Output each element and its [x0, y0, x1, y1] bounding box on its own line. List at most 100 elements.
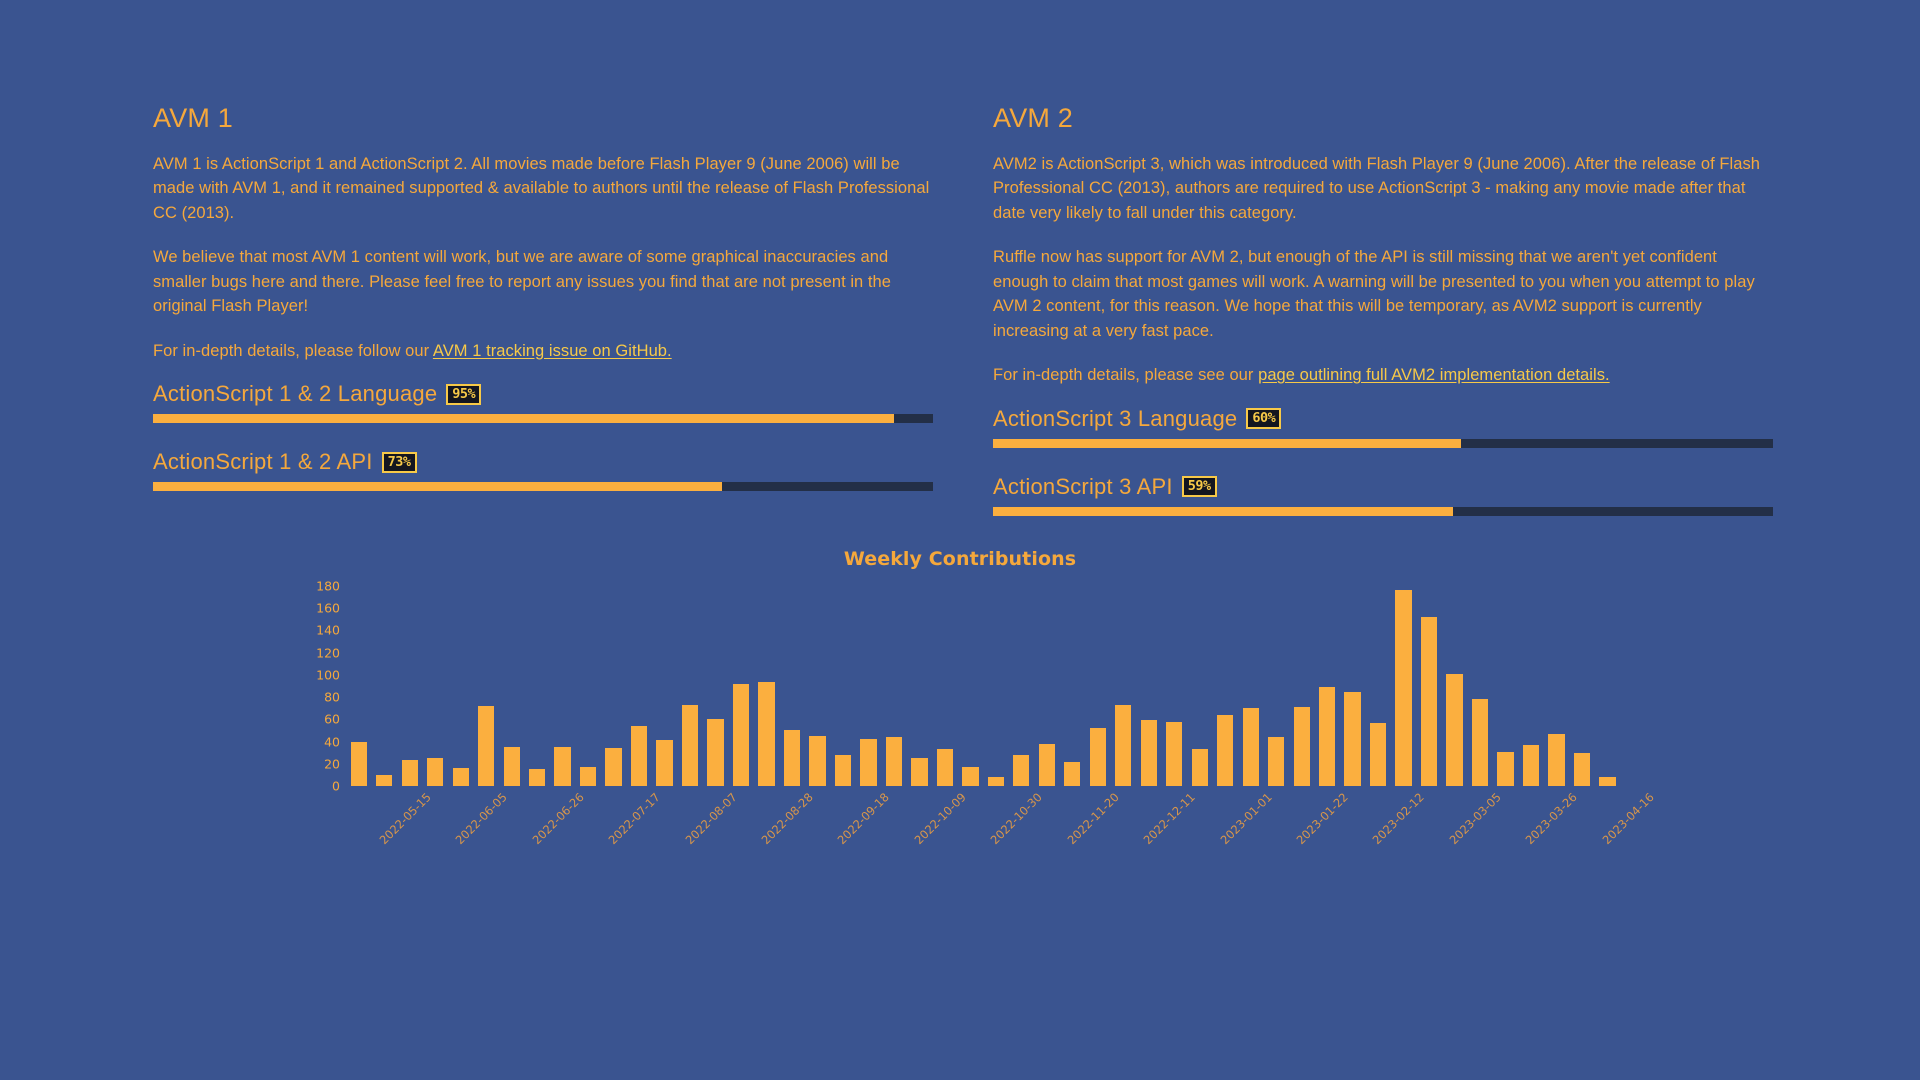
chart-bar[interactable] — [1293, 707, 1310, 786]
chart-bar-cell[interactable] — [1009, 586, 1034, 786]
avm1-tracking-issue-link[interactable]: AVM 1 tracking issue on GitHub. — [432, 341, 672, 360]
chart-bar[interactable] — [1369, 722, 1387, 786]
chart-bar-cell[interactable] — [397, 586, 422, 786]
chart-bar[interactable] — [1115, 704, 1132, 786]
chart-bar[interactable] — [350, 741, 367, 786]
chart-bar[interactable] — [376, 774, 393, 786]
chart-bar-cell[interactable] — [448, 586, 473, 786]
chart-bar[interactable] — [554, 747, 571, 786]
chart-bar[interactable] — [732, 683, 750, 786]
chart-bar-cell[interactable] — [754, 586, 779, 786]
chart-bar[interactable] — [1573, 752, 1591, 786]
chart-bar-cell[interactable] — [1162, 586, 1187, 786]
chart-bar-cell[interactable] — [1544, 586, 1569, 786]
chart-bar-cell[interactable] — [1314, 586, 1339, 786]
chart-bar[interactable] — [1217, 714, 1234, 786]
chart-bar-cell[interactable] — [1212, 586, 1237, 786]
chart-bar-cell[interactable] — [524, 586, 549, 786]
chart-bar[interactable] — [1064, 761, 1081, 786]
chart-bar[interactable] — [1242, 708, 1259, 786]
chart-bar-cell[interactable] — [1238, 586, 1263, 786]
chart-bar[interactable] — [478, 706, 495, 786]
chart-bar[interactable] — [1548, 733, 1565, 786]
chart-bar[interactable] — [605, 748, 622, 786]
chart-bar[interactable] — [1420, 617, 1438, 786]
chart-bar[interactable] — [1446, 673, 1463, 786]
chart-bar[interactable] — [809, 736, 826, 786]
chart-bar[interactable] — [936, 749, 954, 786]
chart-bar[interactable] — [987, 777, 1004, 786]
chart-bar[interactable] — [1089, 728, 1106, 786]
chart-bar-cell[interactable] — [907, 586, 932, 786]
avm2-implementation-details-link[interactable]: page outlining full AVM2 implementation … — [1258, 366, 1610, 385]
chart-bar-cell[interactable] — [1263, 586, 1288, 786]
chart-bar-cell[interactable] — [983, 586, 1008, 786]
chart-bar-cell[interactable] — [575, 586, 600, 786]
chart-bar-cell[interactable] — [1595, 586, 1620, 786]
chart-bar[interactable] — [834, 754, 852, 786]
chart-bar[interactable] — [911, 758, 928, 786]
chart-bar-cell[interactable] — [1340, 586, 1365, 786]
chart-bar-cell[interactable] — [1569, 586, 1594, 786]
chart-bar-cell[interactable] — [652, 586, 677, 786]
chart-bar-cell[interactable] — [346, 586, 371, 786]
chart-bar-cell[interactable] — [626, 586, 651, 786]
chart-bar[interactable] — [528, 769, 546, 786]
chart-bar[interactable] — [656, 740, 673, 786]
chart-bar-cell[interactable] — [958, 586, 983, 786]
chart-bar[interactable] — [1395, 590, 1412, 786]
chart-bar[interactable] — [1522, 744, 1540, 786]
chart-bar[interactable] — [962, 767, 979, 786]
chart-bar-cell[interactable] — [1467, 586, 1492, 786]
chart-bar[interactable] — [1344, 691, 1361, 786]
chart-bar-cell[interactable] — [371, 586, 396, 786]
chart-bar-cell[interactable] — [601, 586, 626, 786]
chart-bar-cell[interactable] — [550, 586, 575, 786]
chart-bar-cell[interactable] — [932, 586, 957, 786]
chart-bar[interactable] — [452, 768, 469, 786]
chart-bar-cell[interactable] — [728, 586, 753, 786]
chart-bar[interactable] — [860, 739, 877, 786]
chart-bar-cell[interactable] — [856, 586, 881, 786]
chart-bar[interactable] — [503, 747, 520, 786]
chart-bar-cell[interactable] — [1111, 586, 1136, 786]
chart-bar-cell[interactable] — [1442, 586, 1467, 786]
chart-bar[interactable] — [1013, 754, 1030, 786]
chart-bar[interactable] — [1140, 720, 1157, 786]
chart-bar-cell[interactable] — [677, 586, 702, 786]
chart-bar-cell[interactable] — [1391, 586, 1416, 786]
chart-bar[interactable] — [630, 726, 648, 786]
chart-bar[interactable] — [1268, 737, 1285, 786]
chart-bar[interactable] — [579, 767, 597, 786]
chart-bar[interactable] — [1497, 751, 1514, 786]
chart-bar-cell[interactable] — [830, 586, 855, 786]
chart-bar-cell[interactable] — [473, 586, 498, 786]
chart-bar-cell[interactable] — [499, 586, 524, 786]
chart-bar[interactable] — [1319, 687, 1336, 786]
chart-bar-cell[interactable] — [1416, 586, 1441, 786]
chart-bar-cell[interactable] — [805, 586, 830, 786]
chart-bar[interactable] — [401, 760, 418, 786]
chart-bar[interactable] — [1166, 721, 1183, 786]
chart-bar-cell[interactable] — [703, 586, 728, 786]
chart-bar-cell[interactable] — [881, 586, 906, 786]
chart-bar-cell[interactable] — [1136, 586, 1161, 786]
chart-bar-cell[interactable] — [1060, 586, 1085, 786]
chart-bar-cell[interactable] — [1085, 586, 1110, 786]
chart-bar[interactable] — [427, 758, 444, 786]
chart-bar-cell[interactable] — [779, 586, 804, 786]
chart-bar-cell[interactable] — [1493, 586, 1518, 786]
chart-bar[interactable] — [681, 704, 699, 786]
chart-bar[interactable] — [1191, 749, 1208, 786]
chart-bar-cell[interactable] — [1187, 586, 1212, 786]
chart-bar[interactable] — [1471, 699, 1489, 786]
chart-bar[interactable] — [783, 730, 801, 786]
chart-bar-cell[interactable] — [1365, 586, 1390, 786]
chart-bar-cell[interactable] — [422, 586, 447, 786]
chart-bar[interactable] — [758, 681, 775, 786]
chart-bar-cell[interactable] — [1518, 586, 1543, 786]
chart-bar[interactable] — [885, 737, 903, 786]
chart-bar[interactable] — [1599, 777, 1616, 786]
chart-bar-cell[interactable] — [1034, 586, 1059, 786]
chart-bar[interactable] — [707, 719, 724, 786]
